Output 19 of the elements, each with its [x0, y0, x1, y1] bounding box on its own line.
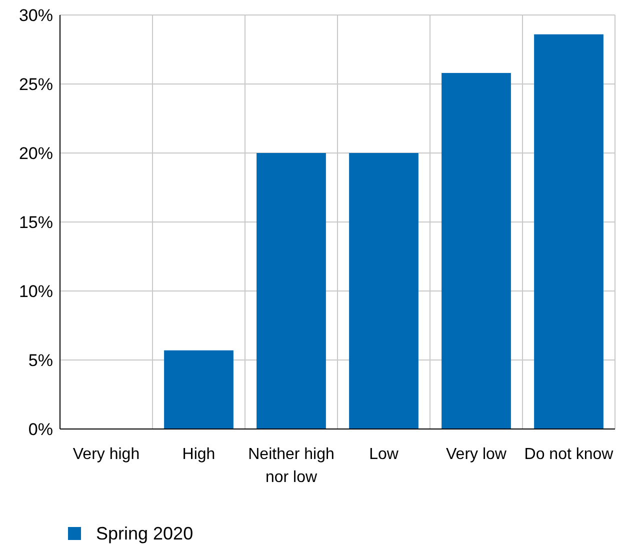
bar — [164, 350, 234, 429]
x-tick-label: Low — [369, 446, 399, 463]
y-tick-label: 30% — [18, 6, 53, 25]
y-tick-label: 20% — [18, 144, 53, 163]
x-tick-label: High — [182, 446, 216, 463]
y-tick-label: 10% — [18, 282, 53, 301]
bar — [256, 153, 326, 429]
x-tick-label: Do not know — [524, 446, 614, 463]
legend-label: Spring 2020 — [96, 523, 194, 544]
bar — [534, 34, 604, 429]
y-tick-label: 0% — [28, 420, 53, 439]
y-tick-label: 25% — [18, 74, 53, 94]
y-tick-label: 15% — [18, 212, 53, 232]
x-tick-label: Very low — [446, 446, 507, 463]
bar — [442, 72, 511, 429]
bar — [349, 153, 418, 429]
x-tick-label: Neither high nor low — [248, 446, 334, 486]
y-tick-label: 5% — [28, 350, 53, 370]
x-tick-label: Very high — [72, 446, 140, 463]
